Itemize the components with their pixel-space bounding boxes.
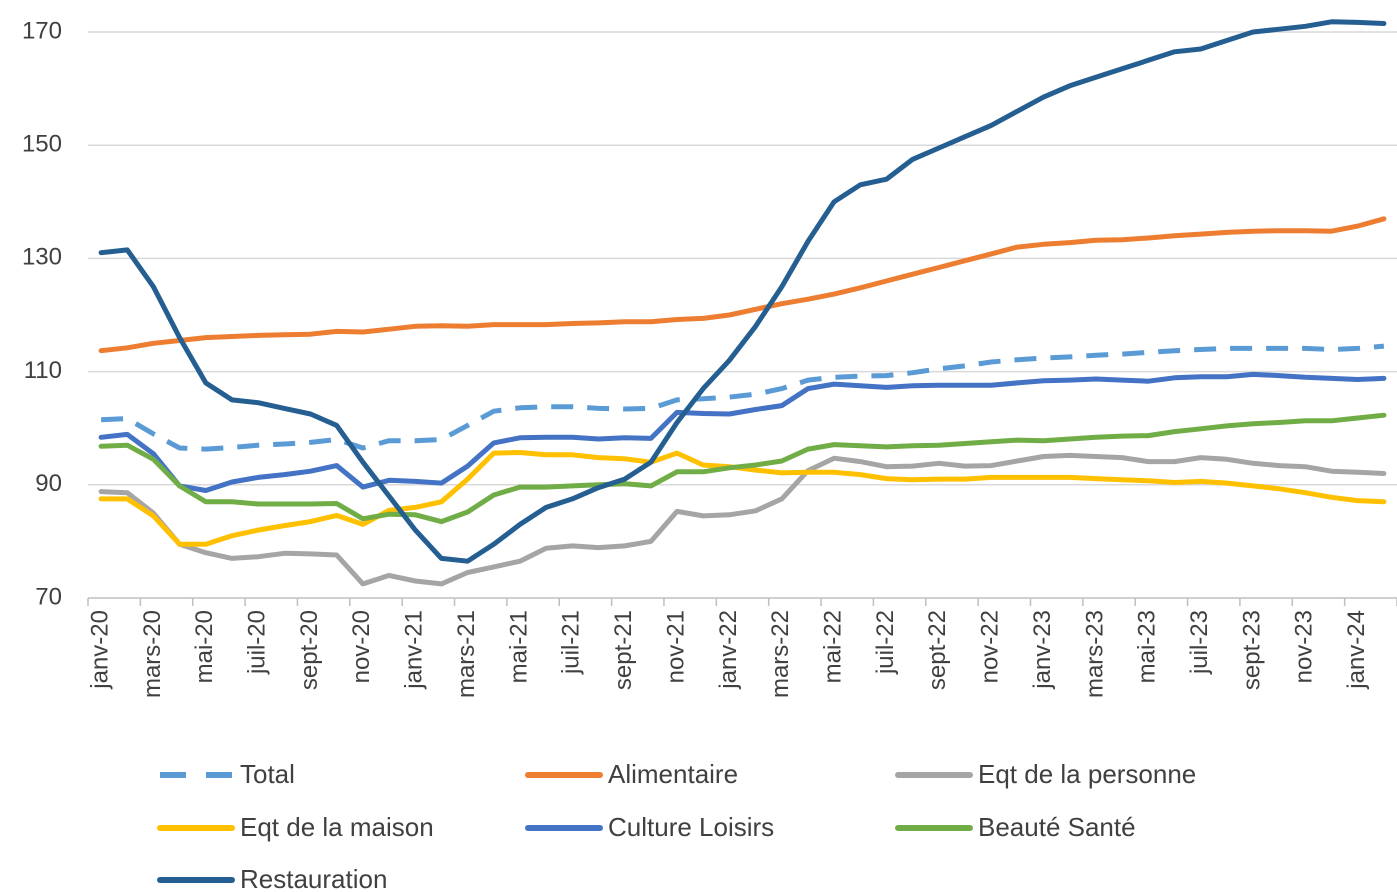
x-tick-label: janv-20 xyxy=(86,610,113,690)
x-tick-label: juil-22 xyxy=(872,610,899,675)
series-line xyxy=(98,371,1387,493)
y-tick-label: 90 xyxy=(35,470,62,497)
x-tick-label: nov-22 xyxy=(977,610,1004,683)
x-tick-label: nov-20 xyxy=(348,610,375,683)
x-tick-label: mai-21 xyxy=(505,610,532,683)
series-line xyxy=(98,452,1387,587)
series-line xyxy=(98,19,1387,564)
y-tick-label: 130 xyxy=(22,244,62,271)
legend-label: Total xyxy=(240,759,295,789)
series-line xyxy=(98,216,1387,354)
x-tick-label: juil-20 xyxy=(244,610,271,675)
x-tick-label: mai-20 xyxy=(191,610,218,683)
y-tick-label: 170 xyxy=(22,17,62,44)
x-tick-label: janv-21 xyxy=(401,610,428,690)
x-tick-label: mars-21 xyxy=(453,610,480,698)
x-tick-label: mars-22 xyxy=(767,610,794,698)
x-tick-label: sept-22 xyxy=(924,610,951,690)
x-tick-label: janv-23 xyxy=(1029,610,1056,690)
y-tick-label: 70 xyxy=(35,583,62,610)
x-tick-label: nov-21 xyxy=(662,610,689,683)
y-tick-label: 150 xyxy=(22,131,62,158)
x-tick-label: mai-22 xyxy=(819,610,846,683)
x-tick-label: juil-23 xyxy=(1186,610,1213,675)
x-tick-label: nov-23 xyxy=(1291,610,1318,683)
x-tick-label: mai-23 xyxy=(1134,610,1161,683)
legend-label: Eqt de la maison xyxy=(240,812,434,842)
legend-label: Restauration xyxy=(240,864,387,892)
x-tick-label: janv-22 xyxy=(715,610,742,690)
x-tick-label: sept-20 xyxy=(296,610,323,690)
legend-label: Culture Loisirs xyxy=(608,812,774,842)
x-tick-label: juil-21 xyxy=(558,610,585,675)
series-line xyxy=(98,412,1387,525)
legend-label: Alimentaire xyxy=(608,759,738,789)
x-tick-label: sept-23 xyxy=(1238,610,1265,690)
x-tick-label: janv-24 xyxy=(1343,610,1370,690)
y-tick-label: 110 xyxy=(24,357,62,384)
x-tick-label: sept-21 xyxy=(610,610,637,690)
legend-label: Beauté Santé xyxy=(978,812,1136,842)
x-tick-label: mars-23 xyxy=(1081,610,1108,698)
series-line xyxy=(100,343,1385,452)
x-tick-label: mars-20 xyxy=(139,610,166,698)
legend-label: Eqt de la personne xyxy=(978,759,1196,789)
